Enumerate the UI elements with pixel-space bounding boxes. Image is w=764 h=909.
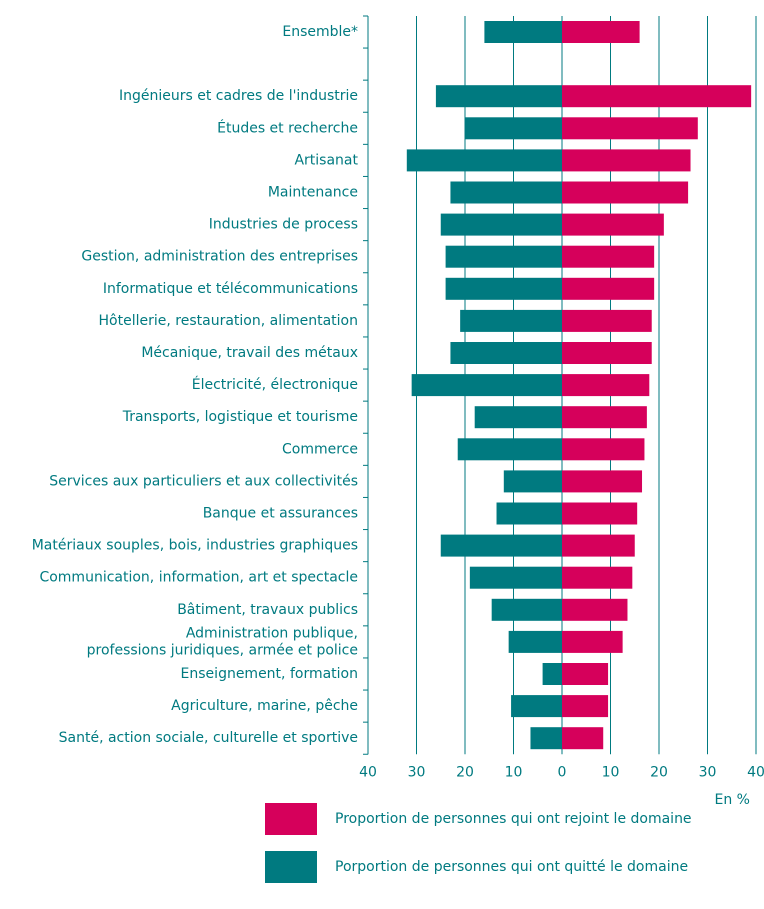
bar (460, 309, 562, 332)
bar (562, 85, 752, 108)
bar (411, 374, 562, 397)
bar (562, 213, 664, 236)
x-axis-label: En % (715, 792, 750, 808)
bar (406, 149, 562, 172)
y-tick-label: Hôtellerie, restauration, alimentation (99, 313, 358, 329)
y-tick-label: Communication, information, art et spect… (39, 570, 358, 586)
bar (562, 181, 689, 204)
x-tick-label: 40 (747, 764, 764, 780)
bar (562, 695, 609, 718)
bar (496, 502, 562, 525)
bar (562, 342, 652, 364)
bar (562, 406, 647, 429)
bar (457, 438, 562, 461)
bar (445, 245, 562, 268)
y-tick-label: Ingénieurs et cadres de l'industrie (119, 88, 358, 104)
bar (562, 663, 609, 685)
bar (562, 21, 640, 43)
bar (562, 438, 645, 461)
bar (445, 277, 562, 300)
y-tick-label: Enseignement, formation (181, 666, 358, 682)
y-tick-label: Études et recherche (217, 119, 358, 136)
bar (440, 534, 562, 557)
bar (484, 21, 562, 43)
y-tick-label: Informatique et télécommunications (103, 281, 358, 297)
bar (440, 213, 562, 236)
x-tick-label: 10 (602, 764, 620, 780)
y-tick-label: Ensemble* (282, 24, 358, 40)
bar (511, 695, 562, 718)
y-tick-label: Industries de process (209, 217, 358, 233)
bar (562, 598, 628, 621)
x-tick-label: 20 (650, 764, 668, 780)
legend-label: Proportion de personnes qui ont rejoint … (335, 811, 692, 827)
bar (542, 663, 562, 685)
x-tick-label: 20 (456, 764, 474, 780)
x-tick-label: 30 (408, 764, 426, 780)
x-tick-label: 40 (359, 764, 377, 780)
legend-label: Porportion de personnes qui ont quitté l… (335, 859, 688, 875)
bar (508, 630, 562, 653)
bar (562, 309, 652, 332)
y-tick-label: Commerce (282, 441, 358, 457)
bar (474, 406, 562, 429)
bar (503, 470, 562, 493)
y-tick-label: Matériaux souples, bois, industries grap… (32, 538, 358, 554)
y-tick-label-line: Administration publique, (186, 625, 358, 641)
bar (562, 374, 650, 397)
bar (562, 502, 638, 525)
y-tick-label: Santé, action sociale, culturelle et spo… (59, 730, 358, 746)
bar (435, 85, 562, 108)
x-tick-label: 30 (699, 764, 717, 780)
bar (562, 630, 623, 653)
y-tick-label: Services aux particuliers et aux collect… (49, 473, 358, 489)
bar (450, 342, 562, 364)
y-tick-label: Banque et assurances (203, 506, 358, 522)
y-tick-label: Bâtiment, travaux publics (177, 602, 358, 618)
bar (562, 245, 655, 268)
bar (562, 277, 655, 300)
y-tick-label: Mécanique, travail des métaux (141, 345, 358, 361)
y-tick-label: Transports, logistique et tourisme (122, 409, 358, 425)
y-tick-label: Électricité, électronique (192, 376, 358, 393)
bar (562, 534, 635, 557)
bar (562, 566, 633, 589)
x-tick-label: 0 (558, 764, 567, 780)
legend-swatch (265, 803, 317, 835)
y-tick-label: Maintenance (268, 185, 358, 201)
bar (491, 598, 562, 621)
bar (562, 149, 691, 172)
bar (562, 470, 643, 493)
y-tick-label-line: professions juridiques, armée et police (87, 642, 358, 658)
bar (469, 566, 562, 589)
x-tick-label: 10 (505, 764, 523, 780)
bar (562, 117, 698, 140)
y-tick-label: Artisanat (294, 152, 358, 168)
y-tick-label: Agriculture, marine, pêche (171, 698, 358, 714)
bar (450, 181, 562, 204)
bar (465, 117, 562, 140)
bar (562, 727, 604, 750)
bar (530, 727, 562, 750)
y-tick-label: Gestion, administration des entreprises (81, 249, 358, 265)
y-tick-label: Administration publique, professions juri… (87, 625, 358, 658)
legend-swatch (265, 851, 317, 883)
